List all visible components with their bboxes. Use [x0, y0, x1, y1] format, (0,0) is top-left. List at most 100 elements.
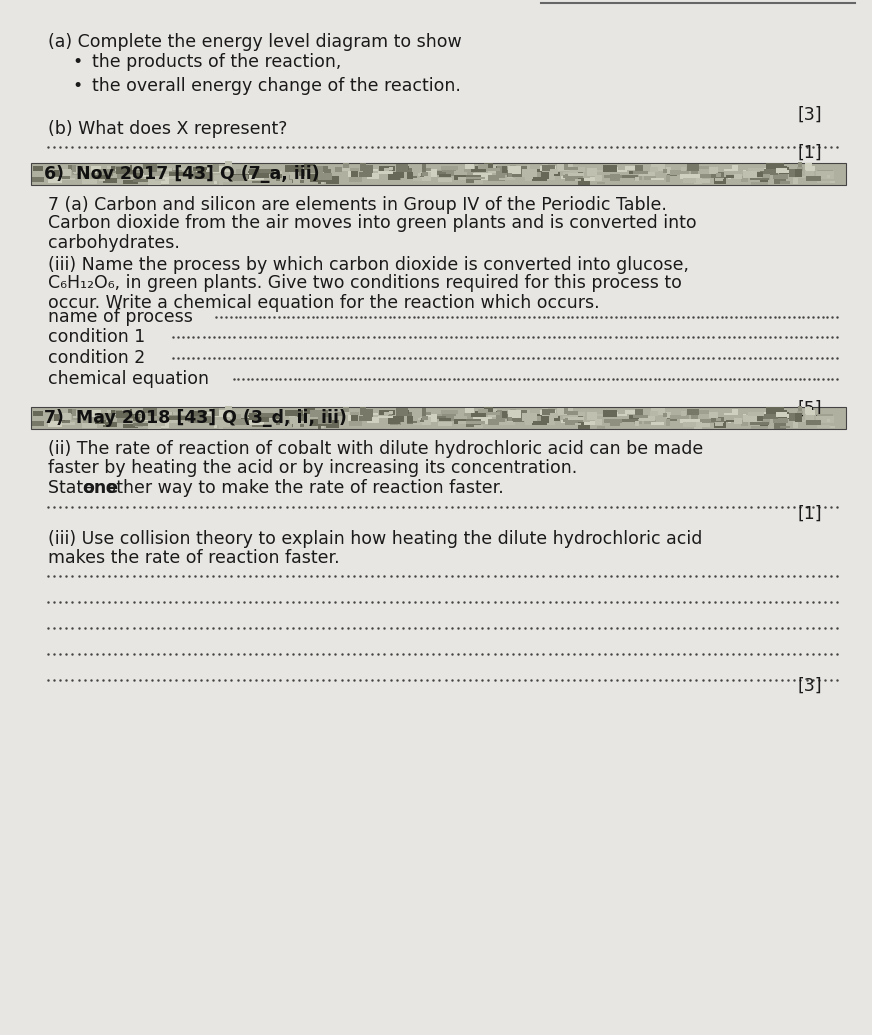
Bar	[459, 421, 474, 424]
Bar	[388, 172, 399, 180]
Bar	[326, 176, 339, 184]
Bar	[478, 409, 488, 414]
Bar	[55, 419, 70, 423]
Bar	[684, 422, 696, 427]
Bar	[422, 172, 428, 176]
Bar	[741, 176, 748, 181]
Bar	[98, 413, 113, 420]
Bar	[396, 164, 408, 172]
Bar	[248, 172, 264, 180]
Bar	[112, 166, 115, 173]
Bar	[124, 415, 140, 419]
Bar	[290, 176, 295, 180]
Bar	[324, 413, 331, 417]
Bar	[530, 416, 544, 421]
Bar	[597, 181, 604, 184]
Bar	[773, 166, 787, 173]
Bar	[475, 167, 480, 171]
Bar	[319, 181, 324, 184]
Bar	[527, 410, 530, 417]
Bar	[651, 167, 658, 172]
Bar	[130, 165, 137, 173]
Bar	[422, 416, 428, 420]
Bar	[691, 411, 696, 414]
Bar	[31, 162, 846, 184]
Bar	[407, 172, 412, 179]
Bar	[475, 411, 480, 415]
Bar	[781, 170, 796, 174]
Bar	[32, 421, 44, 426]
Bar	[587, 168, 597, 176]
Bar	[276, 415, 279, 418]
Bar	[522, 169, 536, 177]
Bar	[766, 162, 784, 171]
Bar	[611, 414, 627, 416]
Bar	[82, 423, 97, 428]
Bar	[367, 417, 378, 423]
Text: C₆H₁₂O₆, in green plants. Give two conditions required for this process to: C₆H₁₂O₆, in green plants. Give two condi…	[48, 274, 682, 292]
Bar	[525, 175, 542, 181]
Bar	[825, 425, 835, 427]
Bar	[779, 168, 789, 174]
Bar	[423, 168, 431, 171]
Bar	[141, 416, 151, 421]
Bar	[487, 419, 505, 425]
Bar	[259, 413, 275, 418]
Text: (iii) Use collision theory to explain how heating the dilute hydrochloric acid: (iii) Use collision theory to explain ho…	[48, 530, 702, 548]
Bar	[764, 412, 768, 416]
Bar	[533, 172, 548, 179]
Bar	[807, 176, 821, 180]
Bar	[78, 410, 83, 415]
Bar	[728, 176, 731, 179]
Bar	[817, 170, 833, 173]
Bar	[807, 420, 821, 424]
Bar	[446, 413, 455, 415]
Bar	[433, 172, 446, 175]
Bar	[666, 168, 671, 174]
Bar	[226, 161, 232, 170]
Bar	[817, 181, 830, 183]
Bar	[542, 408, 548, 416]
Bar	[815, 172, 834, 179]
Bar	[549, 169, 558, 174]
Bar	[651, 178, 664, 180]
Bar	[793, 170, 796, 174]
Bar	[569, 412, 584, 416]
Bar	[442, 414, 447, 416]
Bar	[464, 414, 481, 416]
Bar	[743, 415, 757, 422]
Bar	[155, 179, 165, 181]
Bar	[112, 410, 115, 417]
Bar	[174, 168, 191, 171]
Bar	[530, 172, 544, 177]
Bar	[201, 170, 211, 172]
Bar	[73, 413, 86, 417]
Bar	[790, 413, 794, 419]
Bar	[407, 412, 412, 416]
Bar	[611, 170, 627, 172]
Bar	[74, 411, 77, 418]
Bar	[229, 419, 248, 425]
Bar	[761, 175, 770, 180]
Bar	[459, 177, 474, 180]
Bar	[161, 412, 173, 415]
Bar	[532, 172, 542, 177]
Bar	[398, 420, 400, 424]
Bar	[691, 415, 698, 420]
Bar	[276, 171, 279, 174]
Bar	[751, 425, 767, 428]
Bar	[694, 178, 702, 184]
Bar	[472, 413, 486, 416]
Bar	[95, 420, 106, 423]
Bar	[84, 416, 88, 423]
Bar	[115, 166, 122, 170]
Bar	[453, 419, 472, 423]
Bar	[634, 176, 643, 180]
Bar	[255, 414, 266, 419]
Bar	[764, 168, 768, 172]
Bar	[719, 173, 725, 179]
Bar	[625, 411, 637, 414]
Bar	[144, 422, 153, 425]
Bar	[317, 182, 321, 184]
Bar	[248, 171, 255, 173]
